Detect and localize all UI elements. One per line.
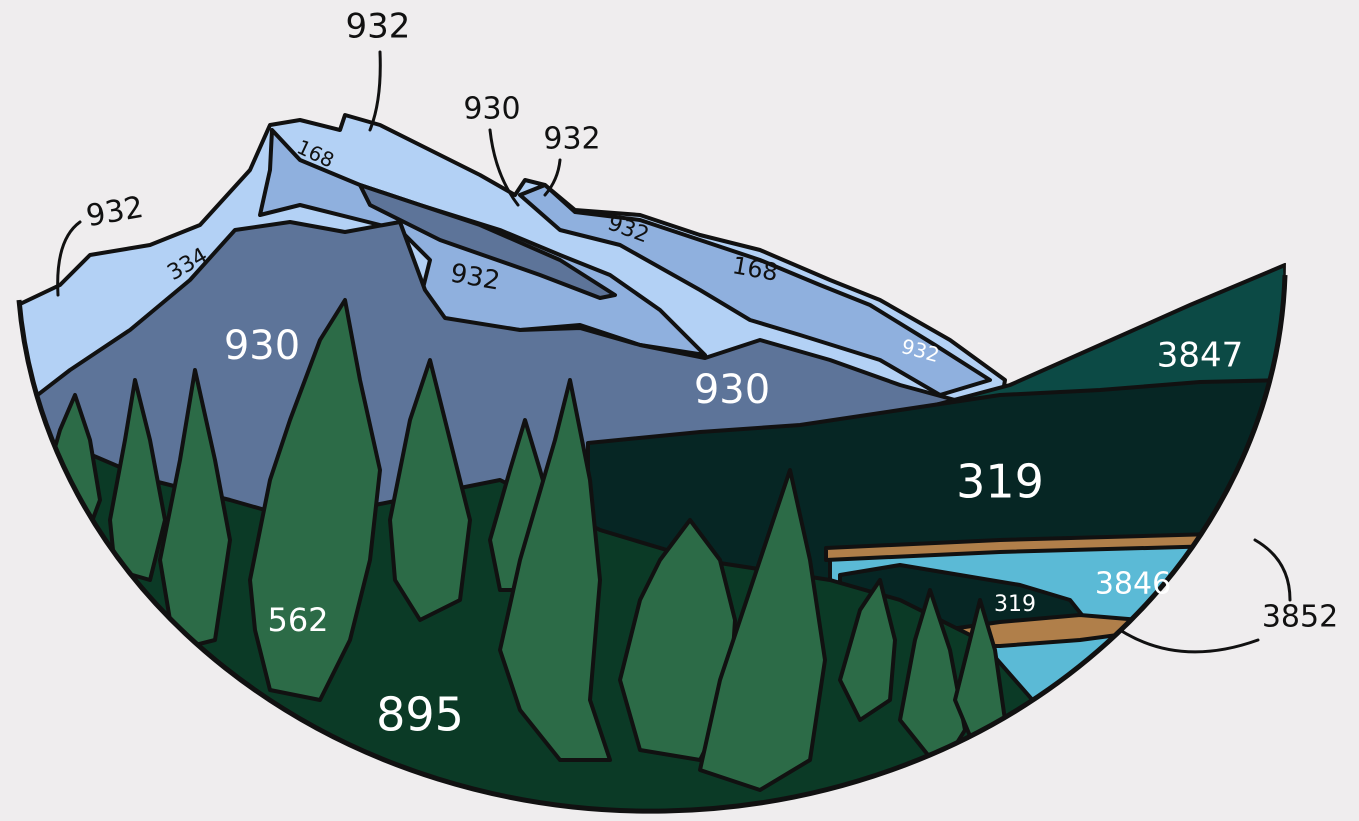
color-number: 932	[543, 122, 600, 157]
color-number: 932	[84, 190, 146, 234]
color-number: 930	[694, 367, 770, 413]
slate-streak	[358, 183, 617, 300]
color-number: 930	[463, 92, 520, 127]
bowl-outline	[16, 274, 1288, 814]
color-number: 930	[224, 323, 300, 369]
color-number: 3846	[1095, 567, 1171, 602]
color-number: 3852	[1262, 600, 1338, 635]
color-number: 895	[376, 688, 464, 742]
color-number: 932	[346, 7, 411, 47]
color-number: 562	[267, 601, 328, 639]
color-number: 3847	[1157, 336, 1244, 376]
leader-lines	[56, 50, 1292, 654]
ridge-face	[518, 183, 992, 397]
color-number: 319	[994, 592, 1036, 617]
trees	[38, 298, 1007, 792]
color-number: 319	[956, 455, 1044, 509]
scene	[18, 113, 1286, 812]
